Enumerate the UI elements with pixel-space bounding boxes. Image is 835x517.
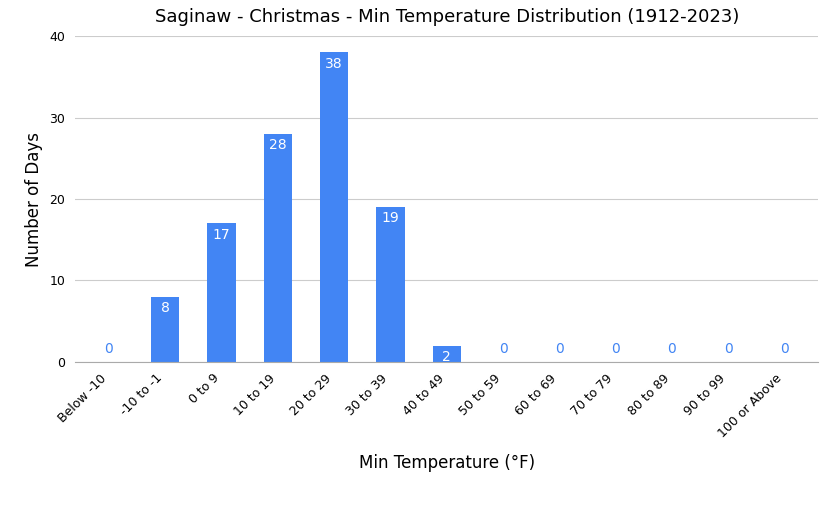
Text: 0: 0 bbox=[667, 342, 676, 356]
Text: 0: 0 bbox=[498, 342, 508, 356]
Text: 0: 0 bbox=[104, 342, 114, 356]
Text: 0: 0 bbox=[724, 342, 732, 356]
Y-axis label: Number of Days: Number of Days bbox=[24, 131, 43, 267]
Text: 38: 38 bbox=[326, 56, 343, 70]
Bar bbox=[151, 297, 180, 362]
Bar bbox=[207, 223, 235, 362]
Text: 17: 17 bbox=[213, 227, 230, 241]
Bar bbox=[433, 346, 461, 362]
Bar bbox=[377, 207, 404, 362]
Bar bbox=[320, 53, 348, 362]
Text: 19: 19 bbox=[382, 211, 399, 225]
Text: 2: 2 bbox=[443, 349, 451, 363]
X-axis label: Min Temperature (°F): Min Temperature (°F) bbox=[359, 454, 534, 472]
Text: 0: 0 bbox=[555, 342, 564, 356]
Bar bbox=[264, 134, 292, 362]
Text: 0: 0 bbox=[780, 342, 789, 356]
Title: Saginaw - Christmas - Min Temperature Distribution (1912-2023): Saginaw - Christmas - Min Temperature Di… bbox=[154, 8, 739, 26]
Text: 8: 8 bbox=[161, 301, 170, 315]
Text: 0: 0 bbox=[611, 342, 620, 356]
Text: 28: 28 bbox=[269, 138, 286, 152]
